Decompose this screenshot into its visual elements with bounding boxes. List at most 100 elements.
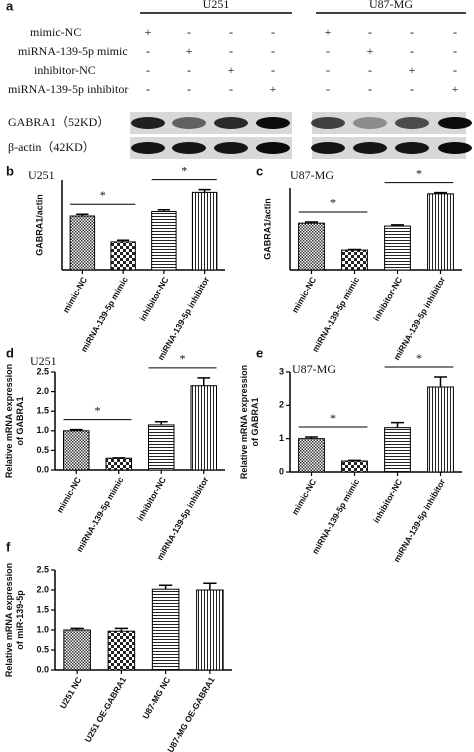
error-bar (348, 248, 361, 251)
bar (341, 460, 368, 473)
error-bar (158, 584, 173, 590)
significance-label: * (181, 163, 187, 177)
sign: - (271, 25, 275, 39)
sign: + (367, 44, 374, 58)
chart-title: U251 (30, 354, 57, 368)
bar (148, 424, 175, 471)
panel-label: d (6, 345, 14, 360)
sign: + (228, 63, 235, 77)
y-tick-label: 2 (279, 400, 284, 410)
condition-label: inhibitor-NC (34, 63, 96, 77)
blot-band (395, 142, 429, 154)
sign: - (368, 82, 372, 96)
sign: - (368, 63, 372, 77)
error-bar (117, 239, 130, 242)
y-tick-label: 0 (279, 466, 284, 476)
x-tick-label: inhibitor-NC (137, 275, 170, 323)
sign: - (229, 25, 233, 39)
error-bar (305, 221, 318, 224)
sign: + (270, 82, 277, 96)
sign: - (326, 44, 330, 58)
y-axis-label: GABRA1/actin (34, 194, 44, 256)
panel-label: a (6, 0, 14, 13)
chart-title: U87-MG (292, 362, 336, 376)
error-bar (203, 582, 217, 590)
blot-band (131, 142, 165, 154)
x-tick-label: mimic-NC (61, 275, 90, 314)
error-bar (69, 428, 83, 431)
sign: - (453, 44, 457, 58)
blot-band (256, 142, 290, 154)
condition-label: mimic-NC (30, 25, 81, 39)
sign: + (325, 25, 332, 39)
error-bar (157, 208, 170, 212)
group-label: U251 (203, 0, 230, 11)
error-bar (114, 627, 129, 632)
sign: - (187, 82, 191, 96)
bar (69, 215, 96, 271)
blot-band (131, 117, 165, 129)
significance-label: * (416, 351, 422, 365)
blot-band (172, 142, 206, 154)
panel-label: e (256, 345, 263, 360)
error-bar (434, 376, 447, 387)
blot-band (311, 142, 345, 154)
y-tick-label: 2.5 (36, 564, 49, 574)
y-tick-label: 0.5 (36, 644, 49, 654)
blot-band (395, 117, 429, 129)
y-tick-label: 0.0 (36, 464, 49, 474)
blot-band (214, 117, 248, 129)
blot-band (214, 142, 248, 154)
error-bar (391, 421, 404, 428)
blot-band (353, 117, 387, 129)
y-tick-label: 1 (279, 433, 284, 443)
significance-label: * (180, 352, 186, 366)
sign: - (271, 44, 275, 58)
sign: - (410, 44, 414, 58)
sign: + (452, 82, 459, 96)
x-tick-label: inhibitor-NC (135, 475, 168, 523)
y-axis-label: Relative mRNA expressionof GABRA1 (4, 364, 25, 478)
sign: - (229, 82, 233, 96)
error-bar (305, 436, 318, 439)
sign: - (410, 82, 414, 96)
sign: - (453, 25, 457, 39)
y-tick-label: 0.5 (36, 445, 49, 455)
x-tick-label: U87-MG OE-GABRA1 (165, 675, 217, 752)
blot-band (256, 117, 290, 129)
panel-label: f (6, 539, 11, 554)
band-label: GABRA1（52KD） (8, 115, 109, 129)
y-tick-label: 2.5 (36, 366, 49, 376)
error-bar (434, 191, 447, 194)
x-tick-label: inhibitor-NC (371, 477, 404, 525)
sign: - (326, 63, 330, 77)
sign: + (186, 44, 193, 58)
y-axis-label: Relative mRNA expressionof miR-139-5p (4, 563, 25, 677)
bar (427, 193, 454, 271)
sign: - (271, 63, 275, 77)
significance-label: * (100, 188, 106, 202)
x-tick-label: miRNA-139-5p mimic (310, 477, 361, 556)
blot-band (172, 117, 206, 129)
y-tick-label: 1.5 (36, 604, 49, 614)
bar (151, 211, 177, 271)
y-tick-label: 1.5 (36, 406, 49, 416)
blot-band (353, 142, 387, 154)
bar (110, 241, 136, 271)
blot-background (130, 137, 292, 159)
sign: - (326, 82, 330, 96)
sign: - (229, 44, 233, 58)
significance-label: * (95, 403, 101, 417)
sign: - (187, 63, 191, 77)
group-label: U87-MG (369, 0, 413, 11)
x-tick-label: U251 OE-GABRA1 (83, 675, 129, 744)
x-tick-label: mimic-NC (290, 477, 319, 516)
y-tick-label: 0.0 (36, 664, 49, 674)
blot-band (438, 142, 472, 154)
error-bar (70, 627, 84, 630)
sign: - (146, 82, 150, 96)
error-bar (76, 213, 89, 216)
y-tick-label: 1.0 (36, 624, 49, 634)
